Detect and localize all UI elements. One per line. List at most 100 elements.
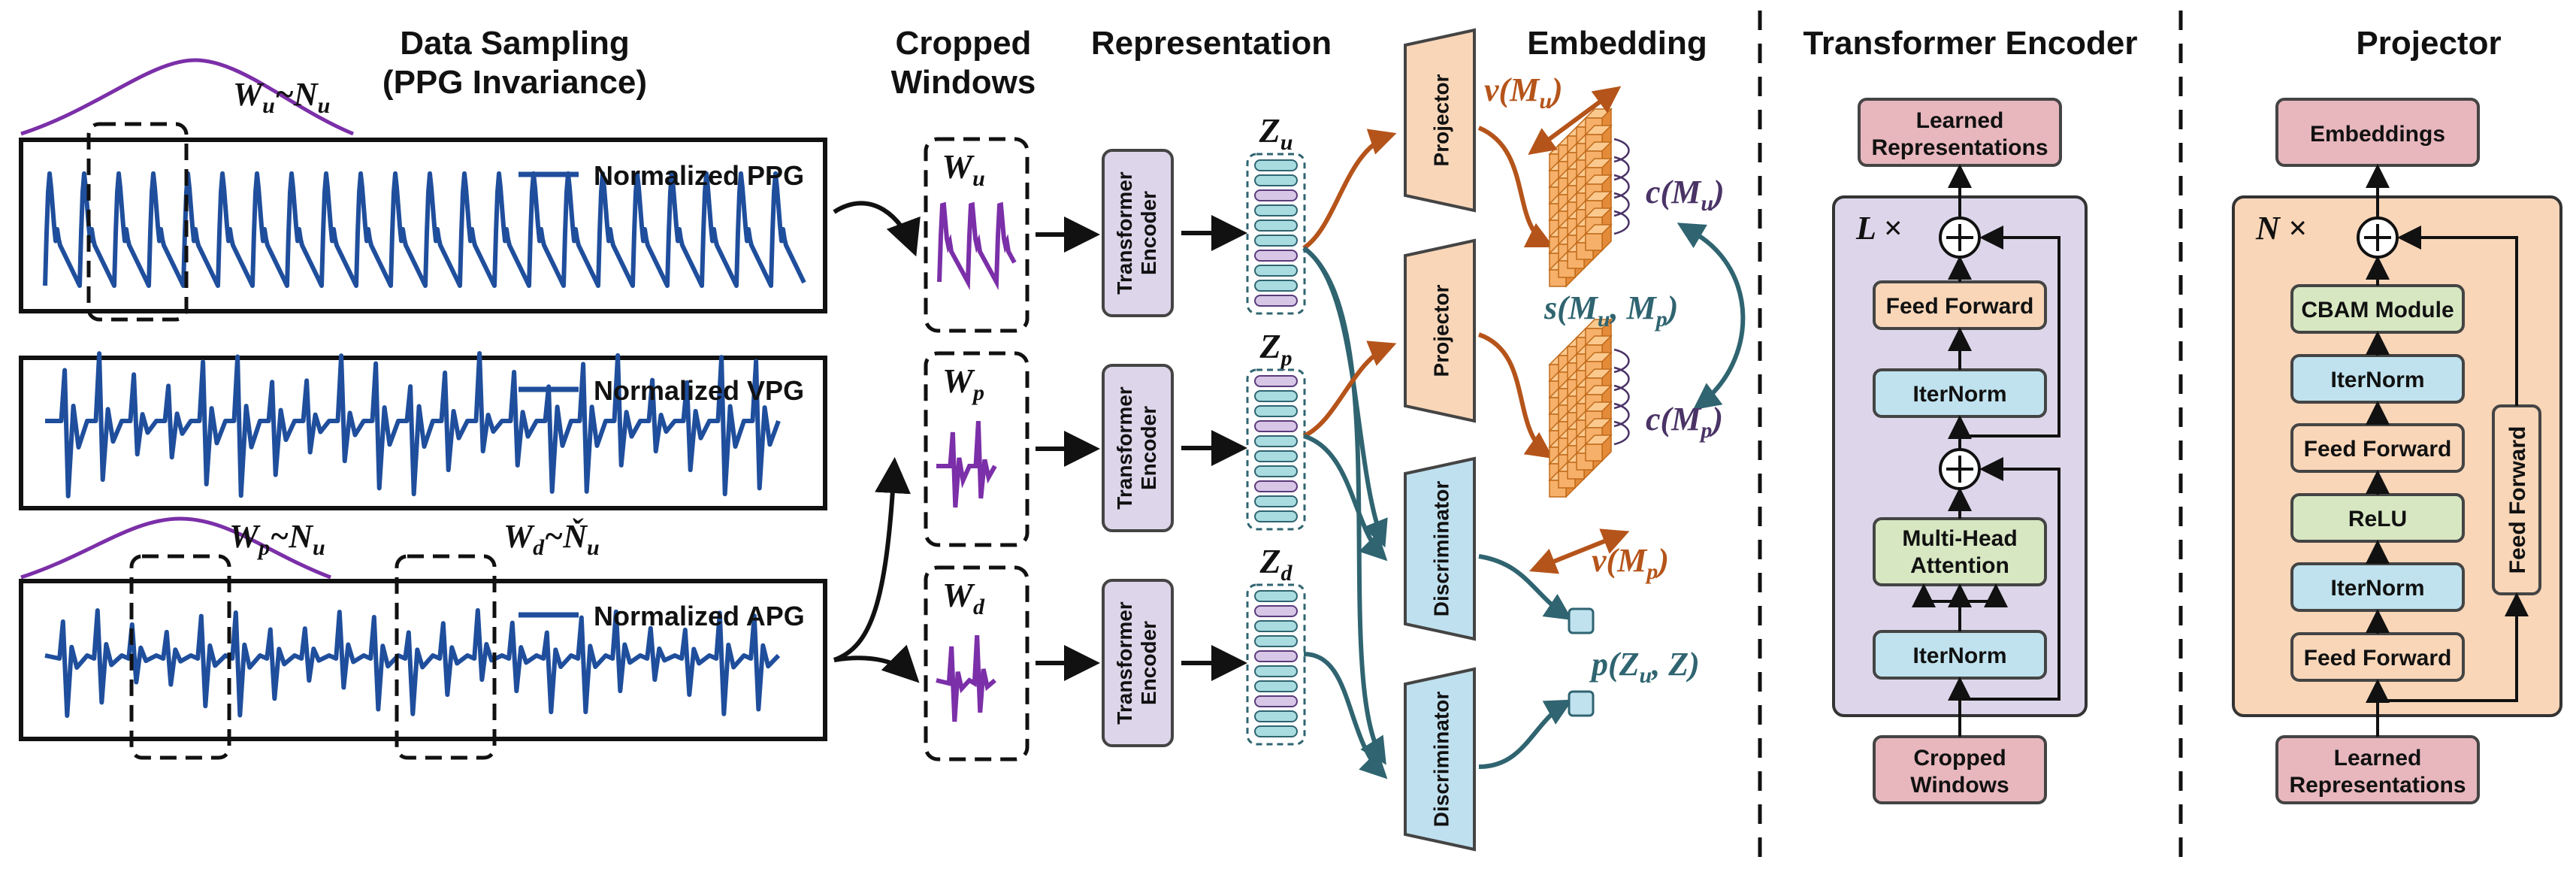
latent-token [1254,220,1298,232]
sampling-label-u: Wu~Nu [233,76,330,118]
transformer-encoder-1: Transformer Encoder [1102,149,1247,317]
arrow-zp-to-projector [1302,341,1397,438]
projector-head-1-label: Projector [1429,74,1453,166]
projector-block: N × Embeddings CBAM Module IterNorm Feed… [2232,98,2562,804]
latent-token [1254,605,1298,617]
gaussian-curve-u [20,58,354,136]
latent-label: Zu [1259,111,1293,155]
projector-side-feed-forward-label: Feed Forward [2505,426,2530,574]
encoder-label-1: Transformer [1113,171,1136,294]
sampling-label-d: Wd~Ňu [503,518,600,560]
projector-cbam-label: CBAM Module [2301,298,2454,322]
label-v-mp: v(Mp) [1592,542,1669,584]
encoder-mha-label-1: Multi-Head [1902,526,2017,551]
heading-projector: Projector [2356,25,2501,62]
projector-head-2: Projector [1404,238,1476,423]
cropped-window-u: Wu [924,137,1100,333]
latent-token [1254,280,1298,292]
variance-arrow-p [1528,528,1630,574]
arrow-disc-to-prob-2 [1478,699,1573,769]
encoder-repeat-label: L × [1855,210,1902,247]
window-u-dashed [86,122,189,322]
cropped-window-label: Wp [942,362,984,405]
encoder-output-label-1: Learned [1916,108,2004,133]
transformer-encoder-block: L × Learned Representations Feed Forward… [1832,98,2088,804]
heading-data-sampling: Data Sampling [400,25,630,62]
arrow-zu-to-discriminator-2 [1302,246,1386,765]
projector-repeat-label: N × [2255,210,2307,247]
ppg-panel: Normalized PPG [19,58,827,322]
latent-u: Zu [1246,111,1306,315]
apg-panel: Normalized APG [19,516,827,760]
projector-input-label-1: Learned [2334,746,2422,771]
prob-token-2 [1568,690,1595,717]
vpg-legend: Normalized VPG [594,375,804,406]
latent-token [1254,725,1298,737]
latent-token [1254,695,1298,707]
ppg-waveform [43,171,806,288]
vpg-panel: Normalized VPG [19,351,827,510]
latent-token [1254,510,1298,522]
projector-output-label: Embeddings [2310,122,2445,147]
embedding-cubes-p [1548,318,1630,498]
gaussian-curve-p [20,516,331,580]
label-p-z: p(Zu, Z) [1589,646,1700,688]
latent-token [1254,174,1298,186]
projector-head-2-label: Projector [1429,284,1453,377]
arrow-projector-to-mp [1477,332,1554,459]
transformer-encoder-3: Transformer Encoder [1102,579,1247,747]
latent-token [1254,650,1298,662]
ppg-legend: Normalized PPG [594,160,804,191]
variance-arrow-u [1528,86,1622,156]
projector-iternorm-bottom-label: IterNorm [2330,576,2424,601]
cropped-window-p: Wp [924,351,1100,547]
transformer-encoder-2: Transformer Encoder [1102,364,1247,532]
arrow-apg-to-wp [833,457,911,662]
latent-token [1254,635,1298,647]
arrow-zp-to-discriminator [1303,434,1388,562]
latent-token [1254,375,1298,387]
heading-cropped: Cropped [896,25,1032,62]
latent-token [1254,665,1298,677]
latent-label: Zp [1259,327,1292,371]
projector-head-1: Projector [1404,28,1476,213]
arrow-disc-to-prob-1 [1478,554,1573,620]
encoder-label-2: Encoder [1137,191,1160,275]
encoder-input-label-2: Windows [1910,773,2009,798]
heading-transformer-encoder: Transformer Encoder [1803,25,2137,62]
window-p-dashed [129,554,231,760]
label-s-m: s(Mu, Mp) [1543,289,1678,332]
label-c-mp: c(Mp) [1646,401,1723,443]
discriminator-head-1-label: Discriminator [1429,481,1453,617]
similarity-arrow [1677,223,1746,410]
latent-token [1254,420,1298,432]
latent-token [1254,250,1298,262]
heading-embedding: Embedding [1527,25,1707,62]
latent-token [1254,465,1298,477]
projector-iternorm-top-label: IterNorm [2330,368,2424,392]
latent-token [1254,435,1298,447]
embedding-cubes-u [1548,107,1630,288]
projector-feed-forward-top-label: Feed Forward [2304,437,2452,462]
cropped-window-waveform [936,420,997,508]
apg-waveform [44,608,781,718]
projector-input-label-2: Representations [2289,773,2466,798]
embedding-cubes [1548,107,1630,498]
latent-p: Zp [1246,327,1306,531]
latent-token [1254,450,1298,462]
sampling-label-p: Wp~Nu [229,518,325,560]
projector-feed-forward-bottom-label: Feed Forward [2304,646,2452,671]
latent-token [1254,680,1298,692]
prob-token-1 [1568,607,1595,634]
latent-token [1254,390,1298,402]
arrow-apg-to-wd [833,644,920,683]
discriminator-head-1: Discriminator [1404,456,1476,641]
encoder-feed-forward-label: Feed Forward [1886,294,2034,319]
encoder-label-2: Encoder [1137,406,1160,490]
discriminator-head-2: Discriminator [1404,667,1476,852]
cropped-window-waveform [937,201,1017,291]
arrow-projector-to-mu [1477,126,1555,248]
cropped-windows: Wu Wp Wd [924,137,1100,761]
latent-token [1254,189,1298,201]
